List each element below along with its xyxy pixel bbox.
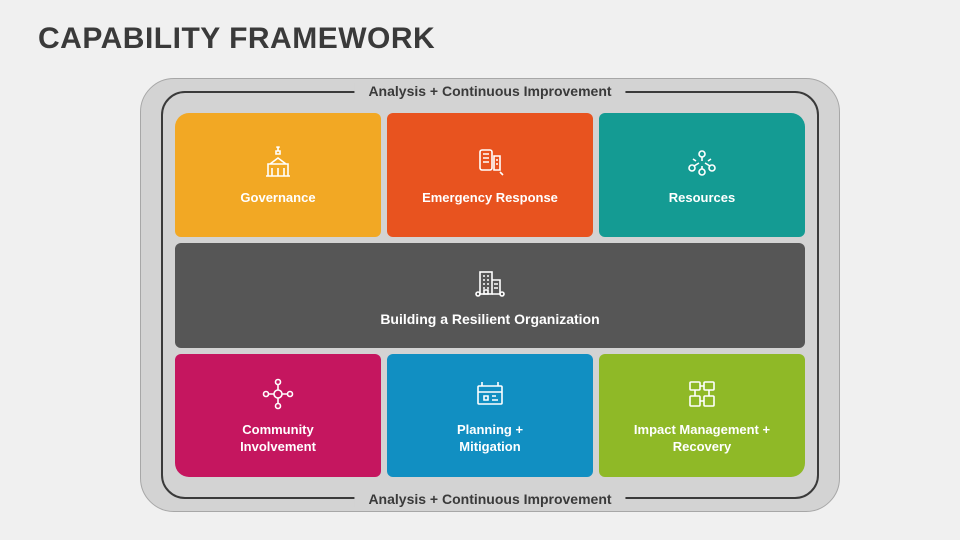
card-governance: Governance (175, 113, 381, 237)
top-row: Governance Emergency Response Resources (175, 113, 805, 237)
card-label: Emergency Response (422, 190, 558, 207)
card-impact-recovery: Impact Management +Recovery (599, 354, 805, 478)
recovery-icon (682, 374, 722, 414)
building-icon (470, 262, 510, 302)
card-emergency-response: Emergency Response (387, 113, 593, 237)
frame-label-bottom: Analysis + Continuous Improvement (354, 491, 625, 507)
framework-outer-frame: Analysis + Continuous Improvement Analys… (140, 78, 840, 512)
middle-row: Building a Resilient Organization (175, 243, 805, 348)
card-label: CommunityInvolvement (240, 422, 316, 456)
card-center: Building a Resilient Organization (175, 243, 805, 348)
government-icon (258, 142, 298, 182)
people-network-icon (682, 142, 722, 182)
card-resources: Resources (599, 113, 805, 237)
page-title: CAPABILITY FRAMEWORK (38, 22, 435, 56)
bottom-row: CommunityInvolvement Planning +Mitigatio… (175, 354, 805, 478)
card-label: Resources (669, 190, 735, 207)
community-icon (258, 374, 298, 414)
card-label: Impact Management +Recovery (634, 422, 770, 456)
card-label: Building a Resilient Organization (380, 310, 599, 328)
alert-device-icon (470, 142, 510, 182)
card-label: Governance (240, 190, 315, 207)
card-planning-mitigation: Planning +Mitigation (387, 354, 593, 478)
cards-grid: Governance Emergency Response Resources (175, 113, 805, 477)
card-label: Planning +Mitigation (457, 422, 523, 456)
planning-icon (470, 374, 510, 414)
card-community-involvement: CommunityInvolvement (175, 354, 381, 478)
frame-label-top: Analysis + Continuous Improvement (354, 83, 625, 99)
